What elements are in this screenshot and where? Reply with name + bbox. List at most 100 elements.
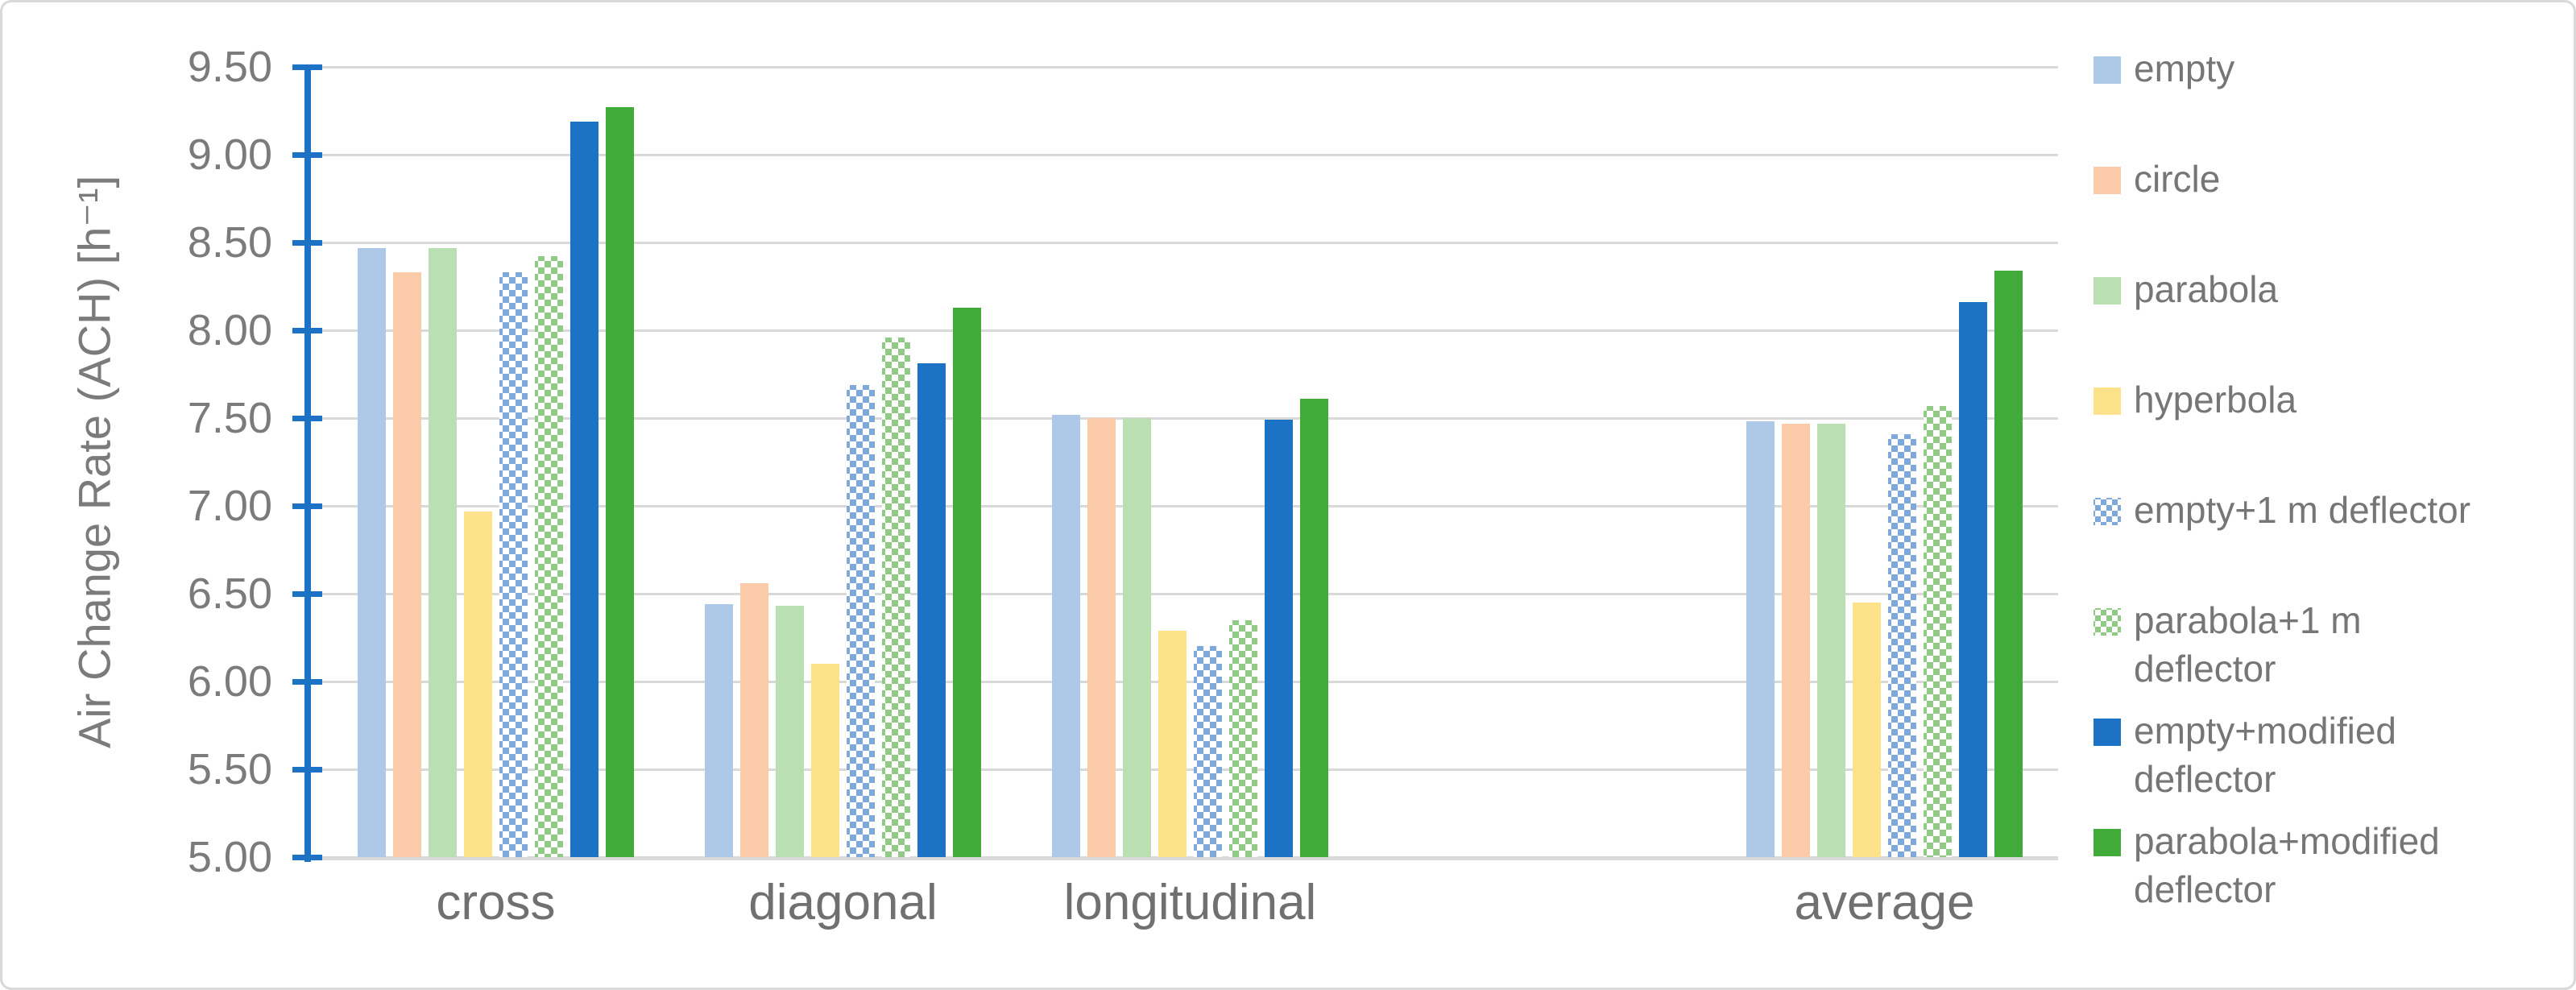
bar-circle-cross — [393, 272, 421, 857]
bar-empty-average — [1746, 421, 1775, 857]
legend-item-empty: empty — [2094, 44, 2574, 155]
gridline-5.00 — [322, 856, 2058, 860]
legend-swatch-parabola-modified-deflector — [2094, 829, 2121, 856]
legend-item-parabola: parabola — [2094, 265, 2574, 375]
bar-parabola-longitudinal — [1123, 418, 1151, 857]
bar-empty-longitudinal — [1052, 414, 1080, 857]
bar-circle-average — [1782, 423, 1810, 857]
y-tick-label-9.50: 9.50 — [187, 43, 272, 91]
bar-empty-1-m-deflector-average — [1888, 433, 1916, 857]
y-tick-8.00 — [292, 327, 322, 333]
bar-group-average — [1711, 67, 2058, 857]
gridline-6.50 — [322, 592, 2058, 595]
y-tick-6.50 — [292, 590, 322, 597]
gridline-5.50 — [322, 768, 2058, 771]
legend: empty circle parabola hyperbola empty+1 m de… — [2094, 44, 2574, 927]
gridline-7.50 — [322, 416, 2058, 420]
y-tick-7.00 — [292, 503, 322, 509]
category-label-average: average — [1794, 875, 1975, 930]
bar-parabola-1-m-deflector-diagonal — [882, 337, 910, 857]
legend-item-parabola-modified-deflector: parabola+modified deflector — [2094, 817, 2574, 927]
legend-swatch-hyperbola — [2094, 387, 2121, 415]
legend-swatch-parabola — [2094, 277, 2121, 304]
bar-parabola-1-m-deflector-cross — [535, 256, 563, 857]
bar-parabola-modified-deflector-average — [1994, 270, 2023, 857]
gridline-8.00 — [322, 329, 2058, 332]
y-tick-9.50 — [292, 64, 322, 70]
legend-item-circle: circle — [2094, 155, 2574, 265]
gridline-9.00 — [322, 153, 2058, 156]
gridline-8.50 — [322, 241, 2058, 244]
bar-circle-longitudinal — [1087, 418, 1116, 857]
spacer-slot — [1364, 67, 1711, 857]
bar-group-cross — [322, 67, 669, 857]
gridline-7.00 — [322, 505, 2058, 507]
y-tick-label-5.00: 5.00 — [187, 833, 272, 881]
legend-item-parabola-1-m-deflector: parabola+1 m deflector — [2094, 596, 2574, 706]
legend-label-empty-modified-deflector: empty+modified deflector — [2134, 710, 2396, 800]
bar-empty-modified-deflector-diagonal — [917, 363, 946, 857]
bar-parabola-average — [1817, 423, 1845, 857]
legend-label-parabola-1-m-deflector: parabola+1 m deflector — [2134, 599, 2362, 690]
bar-empty-modified-deflector-longitudinal — [1265, 420, 1293, 857]
category-label-longitudinal: longitudinal — [1063, 875, 1317, 930]
bar-empty-modified-deflector-average — [1959, 302, 1987, 857]
spacer-label — [1364, 874, 1711, 931]
y-tick-label-8.00: 8.00 — [187, 305, 272, 354]
y-tick-9.00 — [292, 151, 322, 158]
gridline-9.50 — [322, 66, 2058, 68]
legend-label-empty-1-m-deflector: empty+1 m deflector — [2134, 489, 2471, 531]
bar-hyperbola-longitudinal — [1158, 630, 1187, 857]
bar-hyperbola-diagonal — [811, 664, 839, 857]
category-label-diagonal: diagonal — [748, 875, 938, 930]
legend-item-empty-1-m-deflector: empty+1 m deflector — [2094, 486, 2574, 596]
y-tick-label-6.00: 6.00 — [187, 657, 272, 706]
legend-swatch-empty-1-m-deflector — [2094, 498, 2121, 525]
category-labels-row: cross diagonal longitudinal average — [322, 874, 2058, 931]
y-tick-6.00 — [292, 679, 322, 685]
legend-item-empty-modified-deflector: empty+modified deflector — [2094, 706, 2574, 817]
bar-hyperbola-average — [1853, 602, 1881, 857]
y-tick-5.50 — [292, 766, 322, 773]
legend-label-hyperbola: hyperbola — [2134, 379, 2297, 420]
legend-label-parabola: parabola — [2134, 268, 2279, 310]
y-axis-line — [304, 64, 311, 862]
legend-swatch-empty-modified-deflector — [2094, 719, 2121, 746]
bar-groups — [322, 67, 2058, 857]
bar-parabola-cross — [429, 247, 457, 857]
y-tick-label-5.50: 5.50 — [187, 744, 272, 793]
bar-group-diagonal — [669, 67, 1017, 857]
legend-swatch-parabola-1-m-deflector — [2094, 608, 2121, 636]
legend-item-hyperbola: hyperbola — [2094, 375, 2574, 486]
y-tick-label-6.50: 6.50 — [187, 569, 272, 618]
bar-empty-cross — [358, 247, 386, 857]
bar-parabola-modified-deflector-longitudinal — [1300, 399, 1328, 857]
y-tick-7.50 — [292, 415, 322, 421]
bar-parabola-1-m-deflector-average — [1924, 405, 1952, 857]
y-tick-label-7.00: 7.00 — [187, 482, 272, 530]
y-axis-title: Air Change Rate (ACH) [h⁻¹] — [68, 175, 120, 749]
legend-label-empty: empty — [2134, 48, 2235, 89]
bar-parabola-1-m-deflector-longitudinal — [1229, 619, 1257, 857]
y-tick-8.50 — [292, 239, 322, 246]
bar-hyperbola-cross — [464, 511, 492, 857]
y-tick-label-9.00: 9.00 — [187, 130, 272, 179]
legend-label-parabola-modified-deflector: parabola+modified deflector — [2134, 820, 2440, 910]
bar-parabola-modified-deflector-cross — [606, 107, 634, 857]
bar-circle-diagonal — [740, 582, 768, 857]
y-tick-5.00 — [292, 855, 322, 860]
gridline-6.00 — [322, 681, 2058, 683]
legend-label-circle: circle — [2134, 158, 2221, 200]
bar-empty-1-m-deflector-cross — [499, 272, 528, 857]
y-tick-label-8.50: 8.50 — [187, 217, 272, 267]
bar-empty-diagonal — [705, 604, 733, 857]
bar-group-longitudinal — [1017, 67, 1364, 857]
bar-parabola-diagonal — [776, 606, 804, 857]
y-tick-label-7.50: 7.50 — [187, 393, 272, 442]
bar-empty-1-m-deflector-longitudinal — [1194, 646, 1222, 857]
category-label-cross: cross — [436, 875, 556, 930]
bar-empty-modified-deflector-cross — [570, 121, 598, 857]
plot-area: 9.50 9.00 8.50 8.00 7.50 7.00 6.50 6.00 5.50 5.00 — [188, 45, 2058, 879]
legend-swatch-empty — [2094, 56, 2121, 84]
